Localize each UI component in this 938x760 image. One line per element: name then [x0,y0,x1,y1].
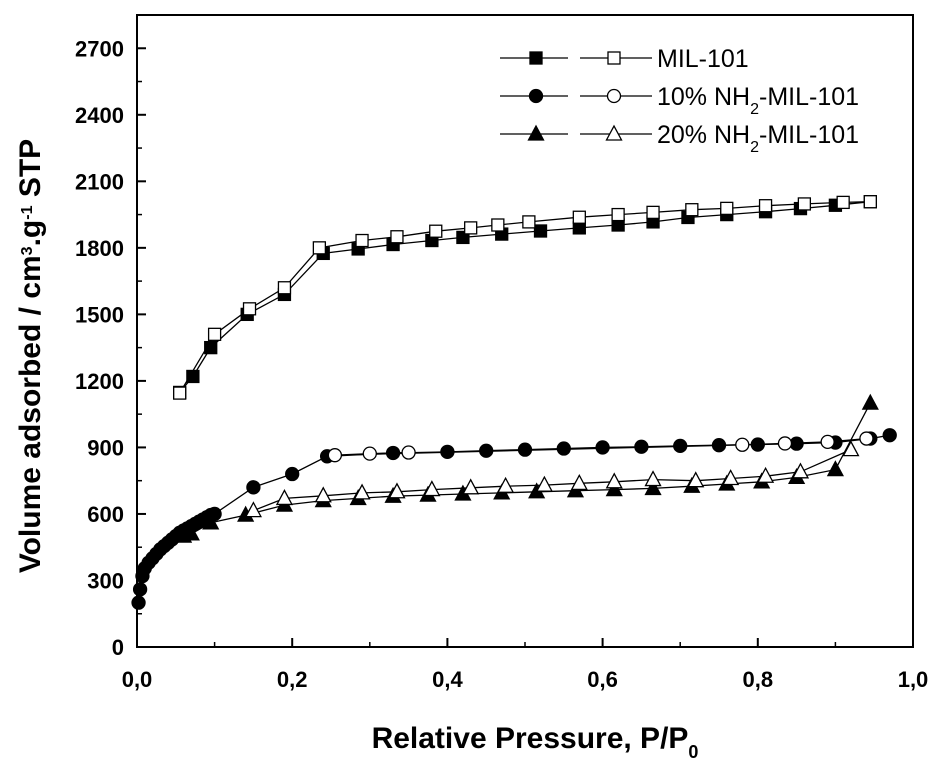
data-point-nh2-20-des [605,472,623,489]
y-tick-label: 900 [87,435,124,460]
data-point-nh2-20-ads [644,479,662,496]
data-point-nh2-20-ads [826,460,844,477]
data-point-nh2-20-des [353,483,371,500]
legend-label: MIL-101 [657,45,749,73]
y-tick-label: 1200 [75,369,124,394]
legend-item-nh2-20: 20% NH2-MIL-101 [500,121,859,156]
x-tick-label: 0,0 [122,667,153,692]
x-tick-label: 0,6 [587,667,618,692]
legend-item-mil101: MIL-101 [500,45,749,73]
series-nh2-20-des [244,440,860,518]
data-point-nh2-20-des [275,489,294,506]
legend-marker-filled [528,88,544,104]
data-point-mil101-des [720,201,734,216]
data-point-nh2-20-des [570,473,588,490]
data-point-nh2-20-des [388,482,406,499]
legend-marker-filled [527,124,545,141]
data-point-nh2-10-ads [131,595,146,610]
data-point-mil101-ads [186,369,200,384]
data-point-nh2-20-des [687,471,705,488]
data-point-mil101-des [646,205,660,220]
data-point-nh2-20-des [314,486,332,503]
data-point-nh2-10-ads [556,441,571,456]
series-layer [131,195,897,610]
x-tick-label: 0,4 [432,667,463,692]
data-point-nh2-20-des [644,470,662,487]
y-tick-label: 600 [87,502,124,527]
data-point-mil101-des [464,221,478,235]
legend-item-nh2-10: 10% NH2-MIL-101 [500,83,859,118]
y-tick-label: 2400 [75,103,124,128]
y-tick-label: 300 [87,568,124,593]
data-point-nh2-20-ads [861,393,879,410]
data-point-mil101-des [572,210,586,224]
series-nh2-10-ads [131,428,897,610]
y-tick-label: 2700 [75,36,124,61]
data-point-nh2-10-ads [595,440,610,455]
data-point-nh2-20-des [497,476,515,493]
data-point-mil101-des [685,203,699,217]
data-point-nh2-20-ads [182,524,200,541]
x-tick-label: 0,8 [743,667,774,692]
y-tick-label: 0 [112,635,124,660]
data-point-mil101-des [491,218,505,232]
data-point-mil101-des [173,386,187,400]
data-point-nh2-10-ads [882,428,897,443]
series-mil101-des [173,195,877,400]
x-tick-label: 1,0 [898,667,929,692]
data-point-mil101-des [312,241,327,255]
data-point-mil101-des [242,302,257,316]
series-nh2-10-des [327,431,874,463]
data-point-mil101-des [611,207,625,222]
data-point-nh2-20-des [791,462,810,479]
legend-marker-open [606,88,622,104]
series-nh2-20-ads [174,393,879,543]
data-point-nh2-10-des [735,437,750,452]
legend-marker-open [607,51,621,65]
data-point-nh2-20-des [423,480,441,497]
y-tick-label: 1500 [75,302,124,327]
data-point-nh2-10-des [859,431,874,446]
data-point-nh2-20-des [535,475,553,492]
data-point-nh2-10-ads [246,480,261,495]
data-point-nh2-20-des [756,466,775,483]
data-point-nh2-20-des [462,478,480,495]
legend-label: 10% NH2-MIL-101 [657,83,859,118]
y-tick-label: 1800 [75,236,124,261]
data-point-mil101-des [355,233,369,248]
data-point-mil101-des [390,230,404,244]
data-point-mil101-ads [533,224,548,238]
y-tick-label: 2100 [75,169,124,194]
data-point-mil101-des [758,199,773,213]
data-point-nh2-10-des [362,446,377,461]
axis-ticks: 0,0 0,2 0,4 0,6 0,8 1,0 0 300 600 900 1200 1500 1800… [75,36,928,692]
data-point-nh2-10-ads [132,582,148,597]
data-point-nh2-10-des [820,434,835,450]
data-point-nh2-20-des [722,469,740,486]
x-axis-title: Relative Pressure, P/P0 [372,722,699,760]
data-point-mil101-des [797,197,812,211]
data-point-mil101-des [863,195,877,209]
data-point-nh2-20-ads [202,513,220,530]
legend-marker-open [605,124,623,141]
y-axis-title: Volume adsorbed / cm3.g-1 STP [14,139,47,573]
data-point-mil101-des [207,327,222,341]
legend-marker-filled [529,51,543,65]
legend-label: 20% NH2-MIL-101 [657,121,859,156]
data-point-nh2-20-des [244,501,262,518]
data-point-nh2-10-des [327,448,343,463]
data-point-nh2-10-des [401,445,416,460]
data-point-mil101-des [836,195,850,210]
data-point-nh2-20-ads [605,480,623,497]
data-point-nh2-10-ads [285,466,300,482]
data-point-mil101-des [277,281,292,295]
data-point-nh2-10-des [777,436,793,451]
data-point-mil101-des [522,215,536,229]
data-point-mil101-des [429,224,443,238]
data-point-nh2-20-des [842,440,860,457]
x-tick-label: 0,2 [277,667,308,692]
